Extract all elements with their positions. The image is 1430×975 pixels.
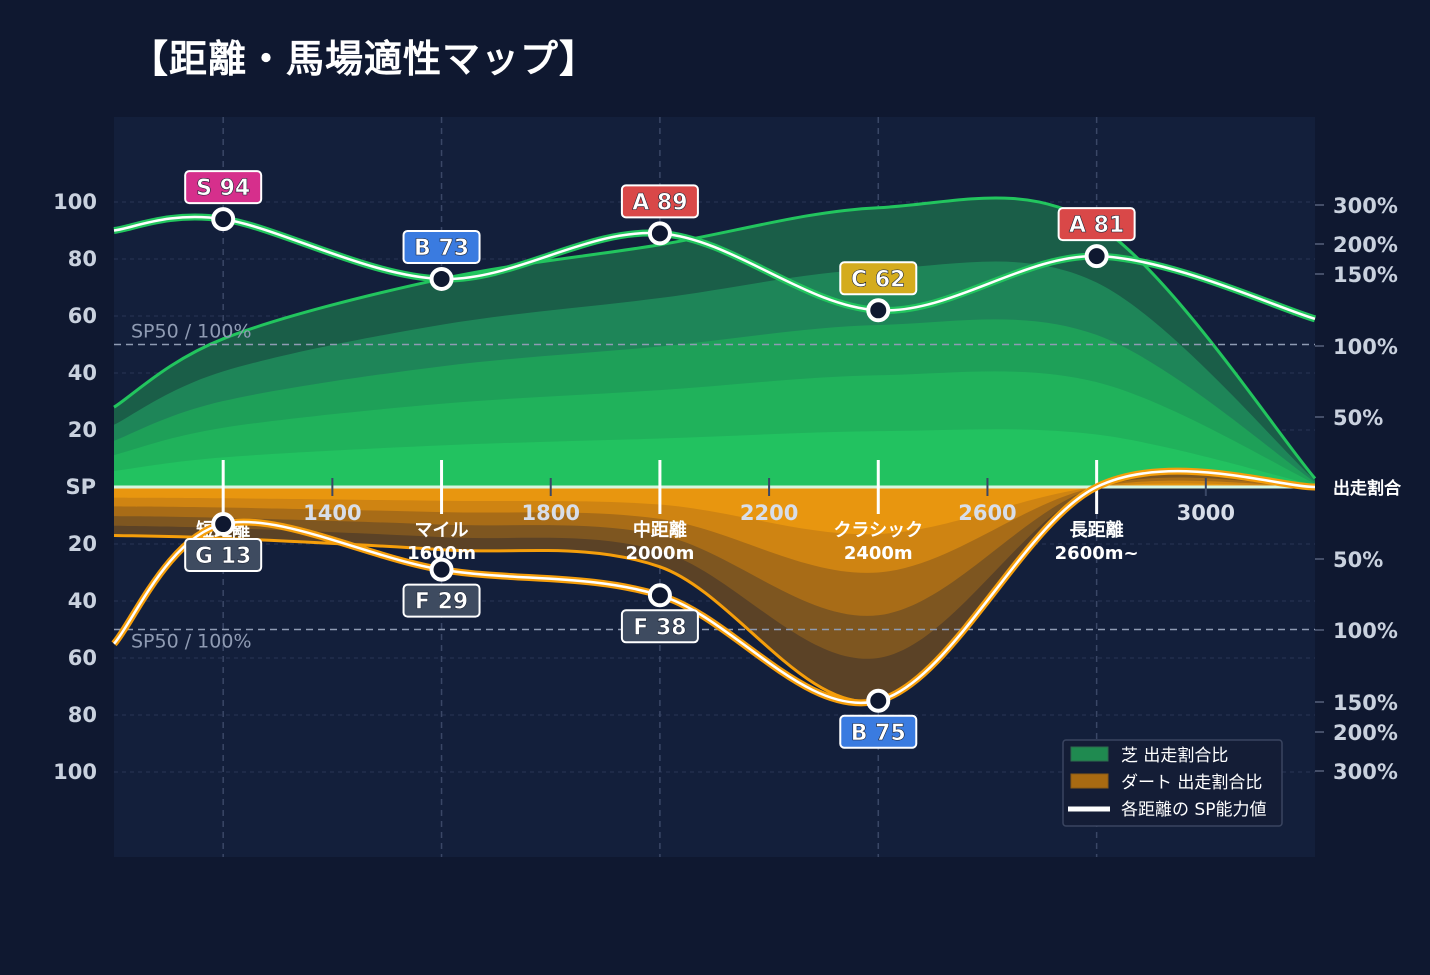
category-label: 中距離 <box>633 519 687 541</box>
turf-sp-badge-box <box>402 229 481 264</box>
category-distance: 2600m~ <box>1055 543 1139 564</box>
left-tick-label: 80 <box>68 247 97 271</box>
right-tick-label: 150% <box>1333 691 1398 715</box>
turf-sp-badge: S 94 <box>184 170 263 205</box>
category-distance: 2400m <box>844 543 913 564</box>
dirt-sp-badge: F 29 <box>402 583 481 618</box>
turf-sp-badge: C 62 <box>839 261 918 296</box>
right-tick-label: 50% <box>1333 406 1383 430</box>
turf-sp-point <box>429 266 454 291</box>
right-axis-center-label: 出走割合 <box>1333 478 1402 499</box>
dirt-area <box>114 483 1315 535</box>
right-tick-label: 150% <box>1333 263 1398 287</box>
right-tick-label: 50% <box>1333 548 1383 572</box>
category-distance: 2000m <box>625 543 694 564</box>
left-axis-center-label: SP <box>65 475 96 499</box>
dirt-sp-badge-label: B 75 <box>851 721 906 746</box>
turf-sp-badge-label: B 73 <box>414 236 469 261</box>
page-title: 【距離・馬場適性マップ】 <box>130 37 599 81</box>
turf-sp-point <box>1084 244 1109 269</box>
legend-label-dirt: ダート 出走割合比 <box>1121 773 1262 793</box>
turf-sp-badge-box <box>184 170 263 205</box>
dirt-sp-badge: F 38 <box>620 609 699 644</box>
dirt-sp-badge-box <box>620 609 699 644</box>
left-tick-label: 20 <box>68 418 97 442</box>
category-label: 長距離 <box>1070 519 1124 541</box>
right-tick-label: 200% <box>1333 721 1398 745</box>
x-tick-label: 2200 <box>740 501 798 525</box>
dirt-sp-badge-label: F 29 <box>415 590 468 615</box>
x-tick-label: 3000 <box>1177 501 1235 525</box>
x-tick-label: 2600 <box>958 501 1016 525</box>
dirt-sp-badge: G 13 <box>184 538 263 573</box>
sp50-label-top: SP50 / 100% <box>131 321 252 343</box>
turf-sp-badge-label: A 81 <box>1069 213 1124 238</box>
left-tick-label: 100 <box>53 760 97 784</box>
left-tick-label: 80 <box>68 703 97 727</box>
turf-sp-badge: B 73 <box>402 229 481 264</box>
turf-sp-point <box>866 298 891 323</box>
legend-swatch-dirt <box>1070 773 1109 789</box>
turf-sp-badge-box <box>839 261 918 296</box>
dirt-sp-badge-box <box>839 714 918 749</box>
left-tick-label: 100 <box>53 190 97 214</box>
left-tick-label: 40 <box>68 589 97 613</box>
legend-label-turf: 芝 出走割合比 <box>1121 746 1228 766</box>
turf-sp-badge: A 89 <box>620 184 699 219</box>
turf-sp-badge-label: S 94 <box>196 176 250 201</box>
dirt-sp-badge-label: F 38 <box>633 615 686 640</box>
dirt-sp-badge: B 75 <box>839 714 918 749</box>
category-distance: 1600m <box>407 543 476 564</box>
dirt-sp-badge-box <box>402 583 481 618</box>
left-tick-label: 60 <box>68 646 97 670</box>
turf-sp-badge-box <box>620 184 699 219</box>
dirt-sp-point <box>866 688 891 713</box>
turf-sp-badge-label: A 89 <box>632 190 687 215</box>
sp50-label-bottom: SP50 / 100% <box>131 631 252 653</box>
left-tick-label: 40 <box>68 361 97 385</box>
dirt-sp-point <box>429 557 454 582</box>
legend-box <box>1062 739 1283 827</box>
turf-sp-badge-label: C 62 <box>851 267 905 292</box>
dirt-sp-point <box>647 583 672 608</box>
left-tick-label: 20 <box>68 532 97 556</box>
right-tick-label: 300% <box>1333 760 1398 784</box>
legend-label-sp: 各距離の SP能力値 <box>1121 800 1266 820</box>
left-tick-label: 60 <box>68 304 97 328</box>
dirt-sp-badge-label: G 13 <box>195 544 251 569</box>
right-tick-label: 200% <box>1333 233 1398 257</box>
x-tick-label: 1400 <box>303 501 361 525</box>
legend-swatch-turf <box>1070 746 1109 762</box>
turf-sp-point <box>211 207 236 232</box>
turf-area <box>114 429 1315 487</box>
right-tick-label: 100% <box>1333 335 1398 359</box>
dirt-sp-point <box>211 512 236 537</box>
right-tick-label: 300% <box>1333 194 1398 218</box>
turf-sp-badge: A 81 <box>1057 207 1136 242</box>
turf-sp-point <box>647 221 672 246</box>
right-tick-label: 100% <box>1333 619 1398 643</box>
x-tick-label: 1800 <box>522 501 580 525</box>
category-label: クラシック <box>833 520 923 541</box>
category-label: マイル <box>415 520 469 541</box>
turf-sp-badge-box <box>1057 207 1136 242</box>
dirt-sp-badge-box <box>184 538 263 573</box>
